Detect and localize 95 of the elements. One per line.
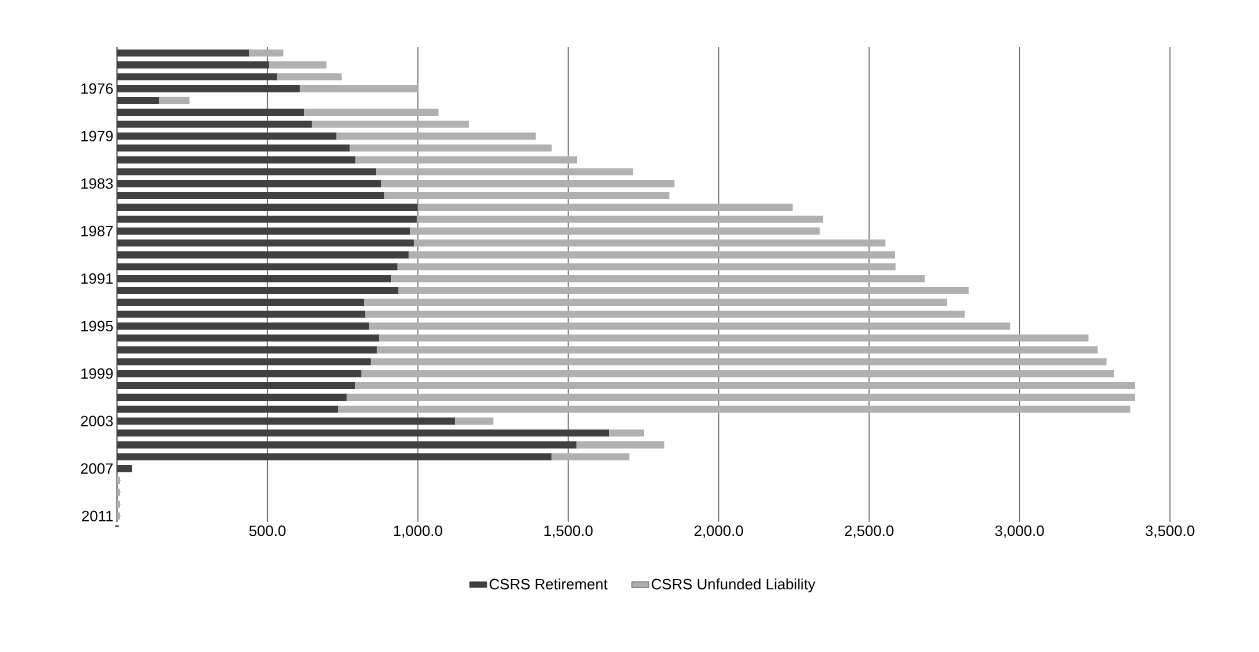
bar (304, 108, 439, 116)
bar (311, 120, 469, 128)
bar (117, 49, 250, 57)
y-tick-label: 1976 (81, 83, 113, 94)
y-tick-label: 1991 (81, 273, 113, 284)
bar (117, 429, 610, 437)
bar (117, 227, 411, 235)
bar (249, 49, 284, 57)
bar (117, 144, 350, 152)
bar (117, 180, 382, 188)
bar (117, 275, 392, 283)
bar (370, 358, 1107, 366)
bar (381, 180, 675, 188)
bar (117, 370, 362, 378)
bar (349, 144, 552, 152)
x-tick-label: 3,500.0 (1145, 525, 1195, 538)
bar (410, 227, 820, 235)
x-tick-label: 1,500.0 (544, 525, 593, 538)
bar (346, 393, 1136, 401)
bar (361, 370, 1115, 378)
bar (117, 465, 133, 473)
bar (117, 476, 121, 484)
bar (376, 346, 1098, 354)
bar (117, 215, 417, 223)
bar (117, 263, 398, 271)
bar (117, 310, 366, 318)
bar (117, 298, 365, 306)
bar (117, 346, 377, 354)
bar (398, 286, 969, 294)
bar (269, 61, 327, 69)
bar (376, 168, 633, 176)
bar (117, 441, 577, 449)
bar (117, 191, 385, 199)
y-tick-label: 1999 (81, 368, 113, 379)
bar (117, 405, 339, 413)
bar (413, 239, 886, 247)
bar (365, 310, 965, 318)
legend-label: CSRS Retirement (489, 578, 608, 590)
bar (609, 429, 645, 437)
bar (117, 73, 278, 81)
x-tick-label: 1,000.0 (394, 525, 443, 538)
bar (397, 263, 896, 271)
bar (455, 417, 494, 425)
y-tick-label: 2011 (82, 510, 113, 522)
legend-label: CSRS Unfunded Liability (651, 578, 816, 593)
bar (416, 215, 824, 223)
bar (117, 168, 377, 176)
bar (117, 488, 121, 496)
bar (576, 441, 665, 449)
y-tick-label: 2003 (80, 415, 113, 427)
bar (117, 120, 312, 128)
bar (364, 298, 948, 306)
x-tick-label: 3,000.0 (995, 525, 1044, 538)
x-tick-label: 500.0 (249, 525, 286, 537)
bar (117, 358, 371, 366)
x-tick-label: - (115, 525, 119, 527)
y-tick-label: 1987 (81, 225, 113, 237)
y-tick-label: 2007 (80, 463, 113, 474)
bar (117, 96, 160, 104)
bar (117, 393, 347, 401)
bar (417, 203, 793, 211)
bar (117, 132, 337, 140)
bar (117, 108, 305, 116)
bar (117, 239, 414, 247)
bar (277, 73, 342, 81)
bar (117, 417, 456, 425)
bar (299, 85, 418, 93)
bar (355, 156, 577, 164)
bar (369, 322, 1011, 330)
bar (117, 381, 356, 389)
bar (117, 500, 121, 508)
bar (338, 405, 1131, 413)
bar (117, 322, 370, 330)
y-tick-label: 1983 (81, 178, 113, 189)
bar (391, 275, 925, 283)
bar (117, 334, 380, 342)
bar (117, 512, 121, 520)
bar (408, 251, 895, 259)
bar (336, 132, 536, 140)
bar (379, 334, 1089, 342)
bar (117, 61, 270, 69)
bar (117, 453, 552, 461)
bar (117, 286, 399, 294)
y-tick-label: 1979 (81, 130, 113, 142)
bar (117, 203, 418, 211)
bar (117, 156, 356, 164)
x-tick-label: 2,500.0 (844, 525, 894, 538)
bar (117, 85, 300, 93)
x-tick-label: 2,000.0 (694, 525, 744, 538)
bar (355, 381, 1136, 389)
bar (159, 96, 190, 104)
bar (117, 251, 409, 259)
bar (551, 453, 630, 461)
y-tick-label: 1995 (81, 320, 113, 332)
bar (384, 191, 670, 199)
